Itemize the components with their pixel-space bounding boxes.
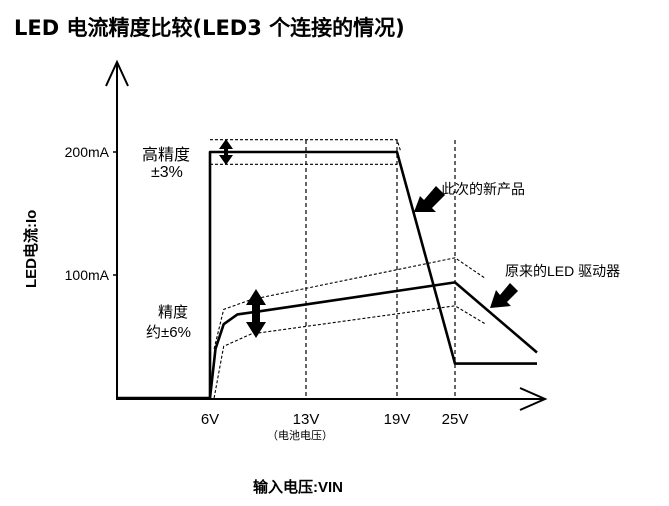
x-tick-label: 6V [201, 411, 219, 428]
y-tick-label: 200mA [65, 144, 110, 160]
series-old-line [208, 281, 538, 399]
x-tick-label: 25V [442, 411, 469, 428]
annotation-high-precision-1: 高精度 [142, 146, 190, 164]
series-old-band-upper [213, 257, 487, 349]
x-tick-note: （电池电压） [267, 429, 333, 442]
x-tick-label: 19V [384, 411, 411, 428]
pointer-arrow-icon [490, 283, 518, 308]
series-old-band-lower [213, 305, 487, 399]
series-label-old: 原来的LED 驱动器 [505, 263, 620, 279]
double-arrow-icon [219, 139, 233, 165]
x-axis-label: 输入电压:VIN [253, 478, 343, 496]
x-axis-arrow-icon [519, 387, 548, 411]
y-axis-arrow-icon [105, 59, 129, 87]
series-new-line [117, 150, 537, 400]
annotation-high-precision-2: ±3% [151, 164, 183, 181]
x-tick-label: 13V [293, 411, 320, 428]
pointer-arrow-icon [414, 186, 445, 212]
double-arrow-icon [246, 289, 266, 338]
annotation-precision-1: 精度 [158, 304, 188, 321]
chart-title: LED 电流精度比较(LED3 个连接的情况) [14, 16, 405, 40]
annotation-precision-2: 约±6% [146, 324, 191, 341]
series-label-new: 此次的新产品 [441, 181, 525, 197]
y-axis-label: LED电流:Io [22, 210, 40, 288]
series-new-band-upper [210, 139, 402, 153]
y-tick-label: 100mA [65, 267, 110, 283]
